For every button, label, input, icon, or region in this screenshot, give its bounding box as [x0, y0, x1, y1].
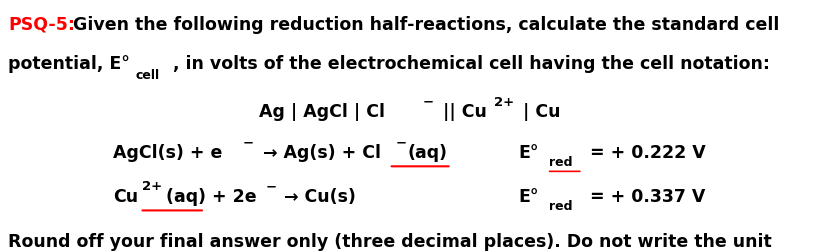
Text: E°: E° — [518, 144, 539, 162]
Text: = + 0.222 V: = + 0.222 V — [584, 144, 706, 162]
Text: = + 0.337 V: = + 0.337 V — [584, 188, 705, 206]
Text: | Cu: | Cu — [517, 103, 560, 121]
Text: −: − — [242, 136, 253, 149]
Text: 2+: 2+ — [142, 180, 162, 193]
Text: −: − — [422, 96, 433, 109]
Text: E°: E° — [518, 188, 539, 206]
Text: 2+: 2+ — [494, 96, 514, 109]
Text: potential, E°: potential, E° — [8, 55, 130, 73]
Text: AgCl(s) + e: AgCl(s) + e — [113, 144, 222, 162]
Text: , in volts of the electrochemical cell having the cell notation:: , in volts of the electrochemical cell h… — [173, 55, 770, 73]
Text: cell: cell — [135, 69, 160, 82]
Text: → Ag(s) + Cl: → Ag(s) + Cl — [257, 144, 380, 162]
Text: Round off your final answer only (three decimal places). Do not write the unit: Round off your final answer only (three … — [8, 233, 772, 251]
Text: −: − — [395, 136, 406, 149]
Text: red: red — [549, 156, 573, 169]
Text: Ag | AgCl | Cl: Ag | AgCl | Cl — [259, 103, 385, 121]
Text: Cu: Cu — [113, 188, 138, 206]
Text: (aq): (aq) — [407, 144, 447, 162]
Text: PSQ-5:: PSQ-5: — [8, 16, 75, 34]
Text: (aq) + 2e: (aq) + 2e — [166, 188, 256, 206]
Text: Given the following reduction half-reactions, calculate the standard cell: Given the following reduction half-react… — [73, 16, 779, 34]
Text: || Cu: || Cu — [437, 103, 487, 121]
Text: red: red — [549, 200, 573, 213]
Text: −: − — [266, 180, 277, 193]
Text: → Cu(s): → Cu(s) — [278, 188, 356, 206]
